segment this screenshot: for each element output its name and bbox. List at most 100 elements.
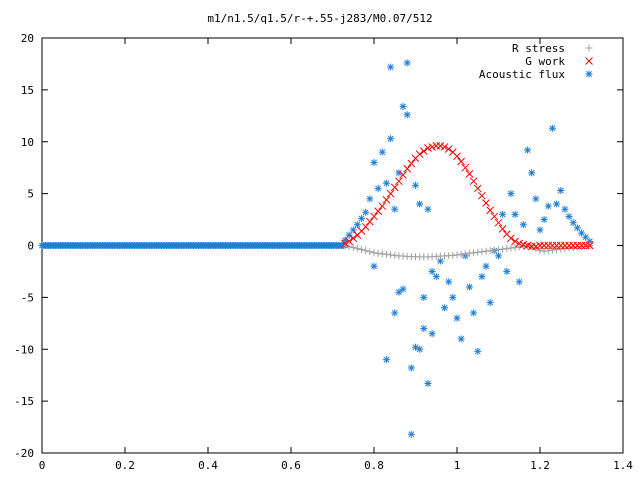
point-acoustic-flux (428, 267, 436, 275)
point-r-stress (561, 245, 569, 253)
y-tick-label: -15 (14, 395, 34, 408)
point-acoustic-flux (412, 181, 419, 189)
point-acoustic-flux (424, 205, 432, 213)
point-acoustic-flux (499, 210, 507, 218)
point-acoustic-flux (441, 304, 449, 312)
point-acoustic-flux (503, 267, 511, 275)
point-acoustic-flux (470, 309, 478, 317)
x-tick-label: 0.8 (364, 459, 384, 472)
point-acoustic-flux (524, 146, 532, 154)
point-r-stress (495, 246, 502, 254)
point-g-work (390, 183, 399, 192)
point-acoustic-flux (370, 262, 378, 270)
y-tick-label: 0 (27, 240, 34, 253)
point-acoustic-flux (478, 273, 486, 281)
point-r-stress (540, 247, 548, 255)
point-g-work (494, 218, 503, 227)
point-acoustic-flux (432, 273, 440, 281)
point-r-stress (366, 248, 374, 256)
point-r-stress (478, 248, 486, 256)
point-g-work (403, 164, 412, 173)
point-acoustic-flux (457, 335, 465, 343)
point-acoustic-flux (395, 288, 403, 296)
legend-marker-g-work (585, 57, 593, 65)
point-acoustic-flux (573, 224, 581, 232)
legend-marker-acoustic-flux (585, 70, 593, 78)
point-r-stress (515, 243, 523, 251)
legend-label-g-work: G work (525, 55, 565, 68)
point-acoustic-flux (366, 195, 374, 203)
point-r-stress (453, 251, 461, 259)
point-acoustic-flux (445, 278, 453, 286)
point-r-stress (378, 250, 386, 258)
point-r-stress (358, 246, 366, 254)
point-acoustic-flux (399, 102, 407, 110)
point-r-stress (507, 244, 515, 252)
point-g-work (440, 143, 449, 151)
point-r-stress (511, 244, 519, 252)
point-r-stress (382, 250, 390, 258)
point-r-stress (553, 246, 561, 254)
point-acoustic-flux (486, 299, 494, 307)
point-acoustic-flux (532, 195, 540, 203)
legend-label-r-stress: R stress (512, 42, 565, 55)
point-acoustic-flux (515, 278, 523, 286)
point-r-stress (465, 249, 473, 257)
point-g-work (361, 222, 370, 231)
point-g-work (478, 191, 486, 200)
point-g-work (461, 163, 470, 172)
point-g-work (407, 159, 416, 168)
point-acoustic-flux (345, 231, 353, 239)
point-acoustic-flux (387, 63, 395, 71)
point-acoustic-flux (403, 111, 411, 119)
point-acoustic-flux (370, 159, 378, 166)
y-tick-label: -20 (14, 447, 34, 460)
point-r-stress (362, 247, 370, 255)
point-acoustic-flux (399, 285, 407, 293)
point-g-work (345, 237, 353, 246)
point-r-stress (499, 245, 507, 253)
point-r-stress (482, 247, 490, 255)
point-acoustic-flux (387, 135, 395, 143)
point-r-stress (548, 246, 556, 254)
point-g-work (507, 234, 515, 243)
point-g-work (341, 239, 349, 248)
point-r-stress (374, 249, 382, 257)
point-g-work (585, 241, 594, 250)
point-r-stress (474, 248, 482, 256)
point-acoustic-flux (507, 190, 515, 198)
point-r-stress (578, 243, 585, 251)
y-tick-label: 20 (21, 32, 34, 45)
y-tick-label: 15 (21, 84, 34, 97)
point-g-work (453, 152, 461, 161)
point-acoustic-flux (449, 293, 457, 301)
point-acoustic-flux (382, 356, 390, 364)
point-g-work (490, 212, 499, 221)
point-acoustic-flux (378, 148, 386, 156)
point-r-stress (457, 250, 465, 258)
point-g-work (382, 195, 391, 204)
point-acoustic-flux (465, 283, 473, 291)
point-r-stress (536, 247, 544, 255)
point-acoustic-flux (495, 252, 502, 260)
point-g-work (365, 217, 374, 226)
x-tick-label: 1.2 (530, 459, 550, 472)
point-acoustic-flux (349, 226, 357, 234)
point-acoustic-flux (428, 330, 436, 338)
point-g-work (465, 170, 474, 178)
point-r-stress (557, 245, 565, 253)
point-acoustic-flux (544, 202, 552, 210)
legend-marker-r-stress (585, 44, 593, 52)
point-g-work (469, 177, 478, 186)
axis-ticks: 0 0.2 0.4 0.6 0.8 1 1.2 1.4 -20 -15 -10 -5 0 5 10 15 20 (14, 32, 633, 472)
point-r-stress (486, 247, 494, 255)
point-acoustic-flux (353, 221, 361, 229)
point-acoustic-flux (536, 226, 544, 234)
point-r-stress (353, 245, 361, 253)
point-acoustic-flux (382, 179, 390, 187)
point-acoustic-flux (391, 205, 399, 213)
point-acoustic-flux (420, 325, 428, 332)
x-tick-label: 1 (454, 459, 461, 472)
y-tick-label: 10 (21, 136, 34, 149)
